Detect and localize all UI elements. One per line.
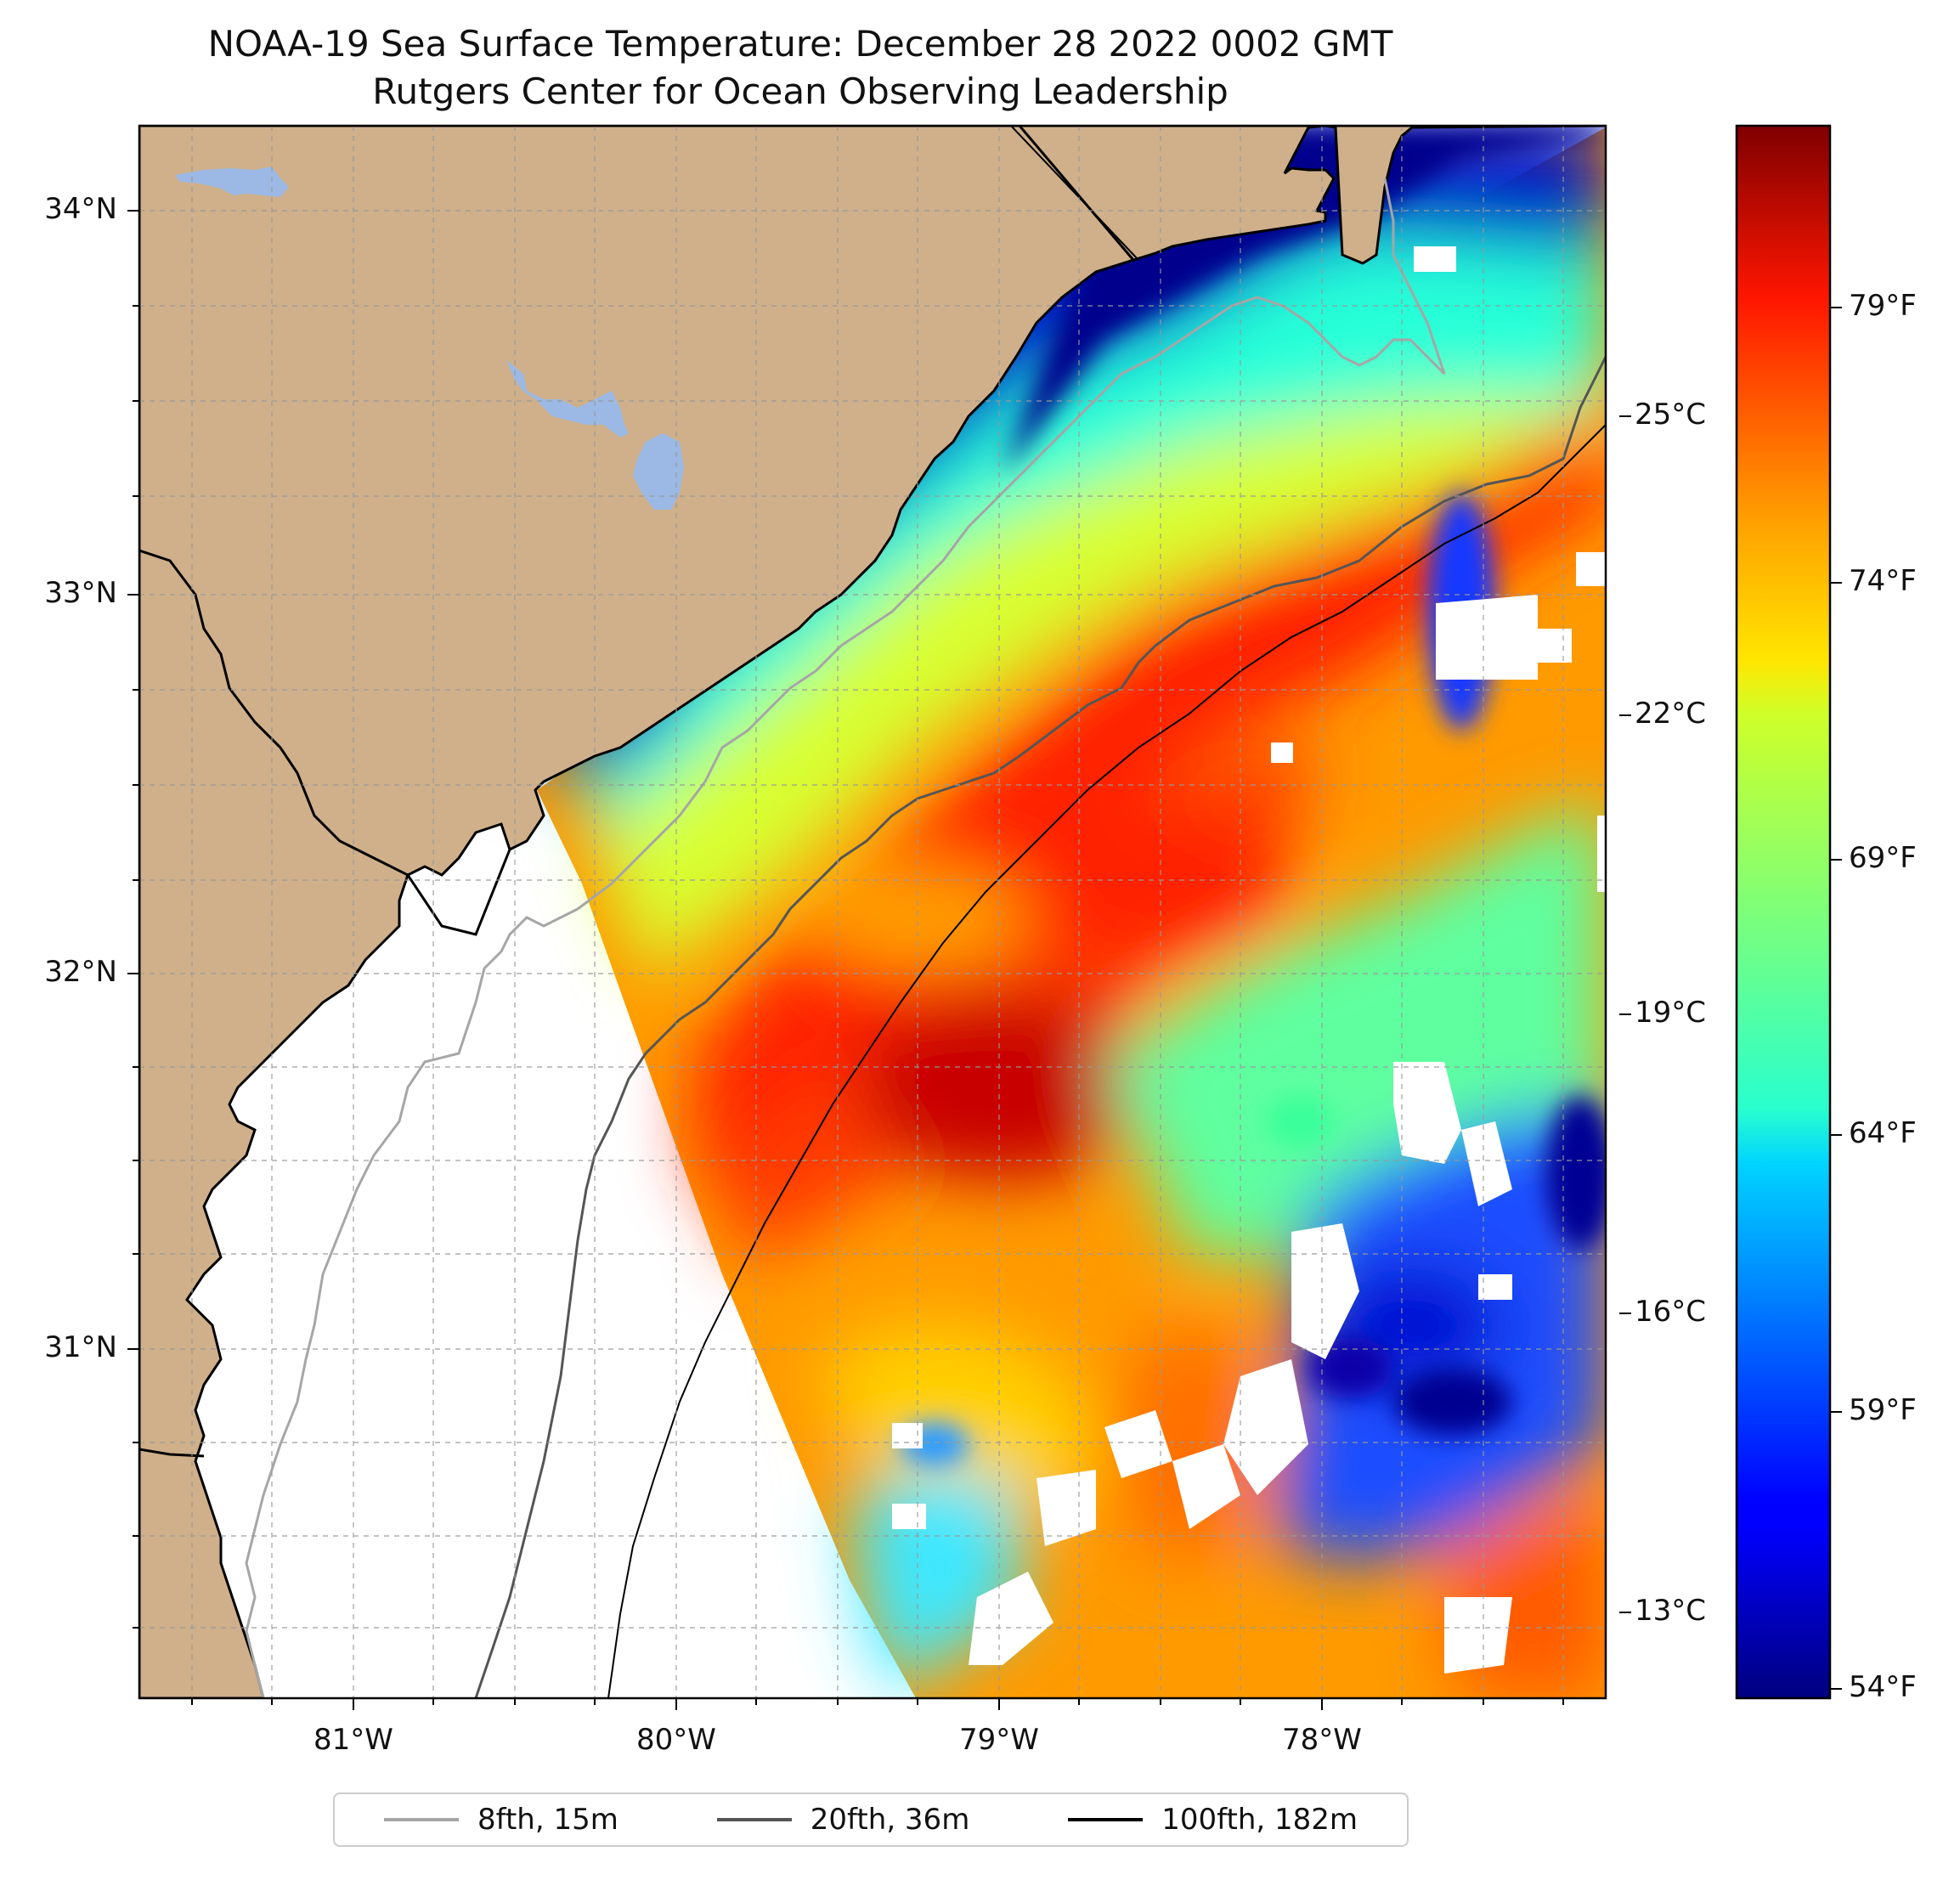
colorbar-label-16c: 16°C xyxy=(1635,1295,1707,1329)
lat-label-33n: 33°N xyxy=(44,576,117,610)
map-title: NOAA-19 Sea Surface Temperature: Decembe… xyxy=(207,23,1393,65)
lake-north xyxy=(175,167,289,197)
lake-moultrie xyxy=(633,433,684,510)
colorbar-label-79f: 79°F xyxy=(1849,289,1917,323)
colorbar-label-22c: 22°C xyxy=(1635,697,1707,731)
legend-item-20fth: 20fth, 36m xyxy=(716,1803,970,1837)
colorbar-label-54f: 54°F xyxy=(1849,1670,1917,1704)
legend-item-100fth: 100fth, 182m xyxy=(1068,1803,1358,1837)
map-frame xyxy=(138,124,1607,1700)
legend: 8fth, 15m 20fth, 36m 100fth, 182m xyxy=(333,1792,1409,1847)
lon-label-81w: 81°W xyxy=(313,1723,393,1757)
colorbar xyxy=(1735,124,1832,1700)
legend-swatch-100fth xyxy=(1068,1818,1144,1821)
sst-swath xyxy=(537,127,1606,1698)
lon-label-80w: 80°W xyxy=(636,1723,716,1757)
cloud-gaps xyxy=(892,246,1606,1674)
colorbar-label-19c: 19°C xyxy=(1635,996,1707,1030)
bathymetry-20fth xyxy=(474,356,1606,1698)
colorbar-label-69f: 69°F xyxy=(1849,841,1917,875)
bathymetry-8fth xyxy=(245,178,1446,1698)
colorbar-label-74f: 74°F xyxy=(1849,564,1917,598)
colorbar-label-59f: 59°F xyxy=(1849,1393,1917,1427)
bathymetry-100fth xyxy=(607,424,1606,1698)
lon-label-79w: 79°W xyxy=(959,1723,1039,1757)
colorbar-label-64f: 64°F xyxy=(1849,1116,1917,1150)
lat-label-31n: 31°N xyxy=(44,1330,117,1364)
map-subtitle: Rutgers Center for Ocean Observing Leade… xyxy=(372,71,1229,112)
legend-label-8fth: 8fth, 15m xyxy=(477,1803,619,1837)
colorbar-label-25c: 25°C xyxy=(1635,398,1707,432)
legend-swatch-8fth xyxy=(383,1818,459,1821)
legend-item-8fth: 8fth, 15m xyxy=(383,1803,619,1837)
legend-swatch-20fth xyxy=(716,1818,792,1821)
axis-ticks xyxy=(127,210,1842,1710)
gridlines xyxy=(139,126,1606,1698)
lat-label-32n: 32°N xyxy=(44,955,117,989)
legend-label-100fth: 100fth, 182m xyxy=(1161,1803,1358,1837)
state-border-nc-sc xyxy=(1010,126,1139,261)
colorbar-label-13c: 13°C xyxy=(1635,1594,1707,1628)
legend-label-20fth: 20fth, 36m xyxy=(810,1803,970,1837)
lon-label-78w: 78°W xyxy=(1282,1723,1362,1757)
lake-marion xyxy=(506,360,629,438)
state-border-ga-sc xyxy=(139,549,511,936)
lat-label-34n: 34°N xyxy=(44,192,117,226)
